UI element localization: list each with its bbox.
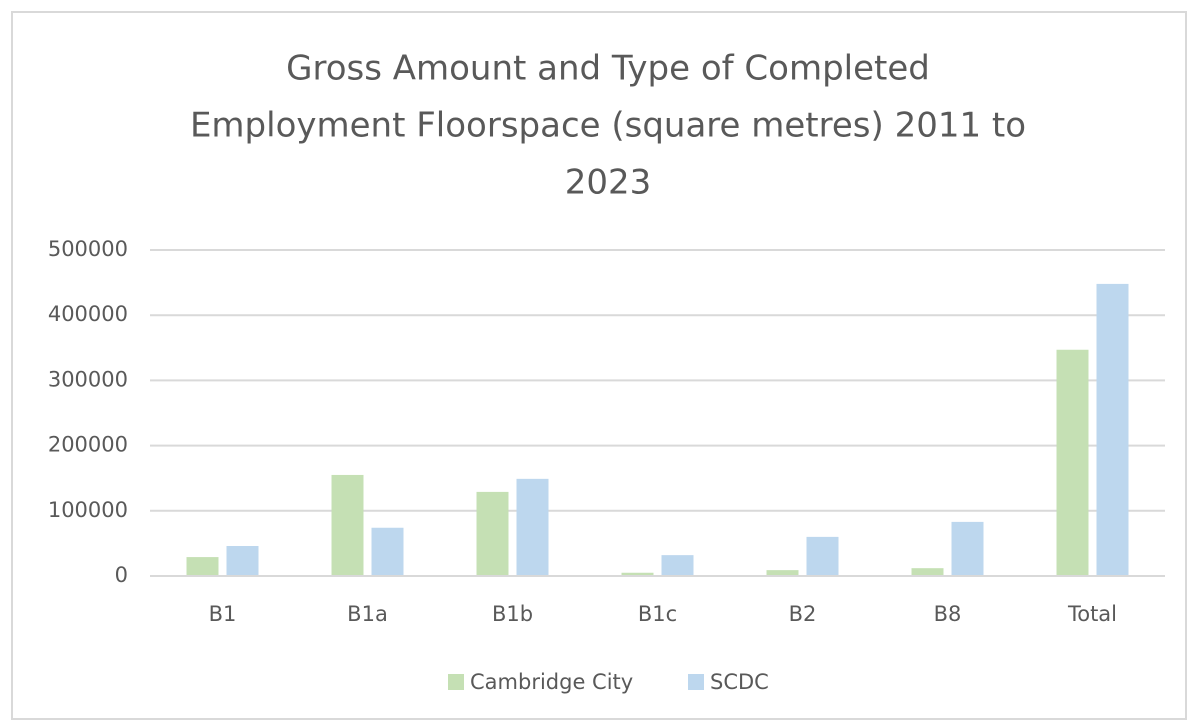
y-tick-label: 100000 xyxy=(48,498,128,522)
chart-title: Gross Amount and Type of Completed xyxy=(286,49,930,89)
x-tick-label: B1b xyxy=(492,602,533,626)
bar xyxy=(661,555,694,576)
x-tick-label: B1a xyxy=(347,602,388,626)
x-tick-label: B8 xyxy=(934,602,962,626)
legend-swatch xyxy=(688,674,704,690)
bar xyxy=(186,557,219,576)
x-tick-label: B2 xyxy=(789,602,817,626)
bar xyxy=(766,570,799,576)
bar xyxy=(911,568,944,576)
x-tick-label: Total xyxy=(1067,602,1117,626)
bar xyxy=(951,521,984,576)
chart-title: Employment Floorspace (square metres) 20… xyxy=(190,106,1026,146)
bar xyxy=(1096,283,1129,576)
legend-swatch xyxy=(448,674,464,690)
legend-label: SCDC xyxy=(710,670,769,694)
x-tick-label: B1 xyxy=(209,602,237,626)
y-tick-label: 200000 xyxy=(48,433,128,457)
bar xyxy=(1056,349,1089,576)
bar xyxy=(806,536,839,576)
bar xyxy=(226,546,259,576)
bar xyxy=(516,478,549,576)
chart-frame xyxy=(11,11,1187,720)
bar xyxy=(476,491,509,576)
chart-title: 2023 xyxy=(565,163,652,203)
y-tick-label: 300000 xyxy=(48,367,128,391)
y-tick-label: 0 xyxy=(115,563,128,587)
y-tick-label: 400000 xyxy=(48,302,128,326)
bar xyxy=(371,527,404,576)
legend-label: Cambridge City xyxy=(470,670,633,694)
y-tick-label: 500000 xyxy=(48,237,128,261)
bar xyxy=(331,474,364,576)
bar xyxy=(621,572,654,576)
x-tick-label: B1c xyxy=(638,602,677,626)
